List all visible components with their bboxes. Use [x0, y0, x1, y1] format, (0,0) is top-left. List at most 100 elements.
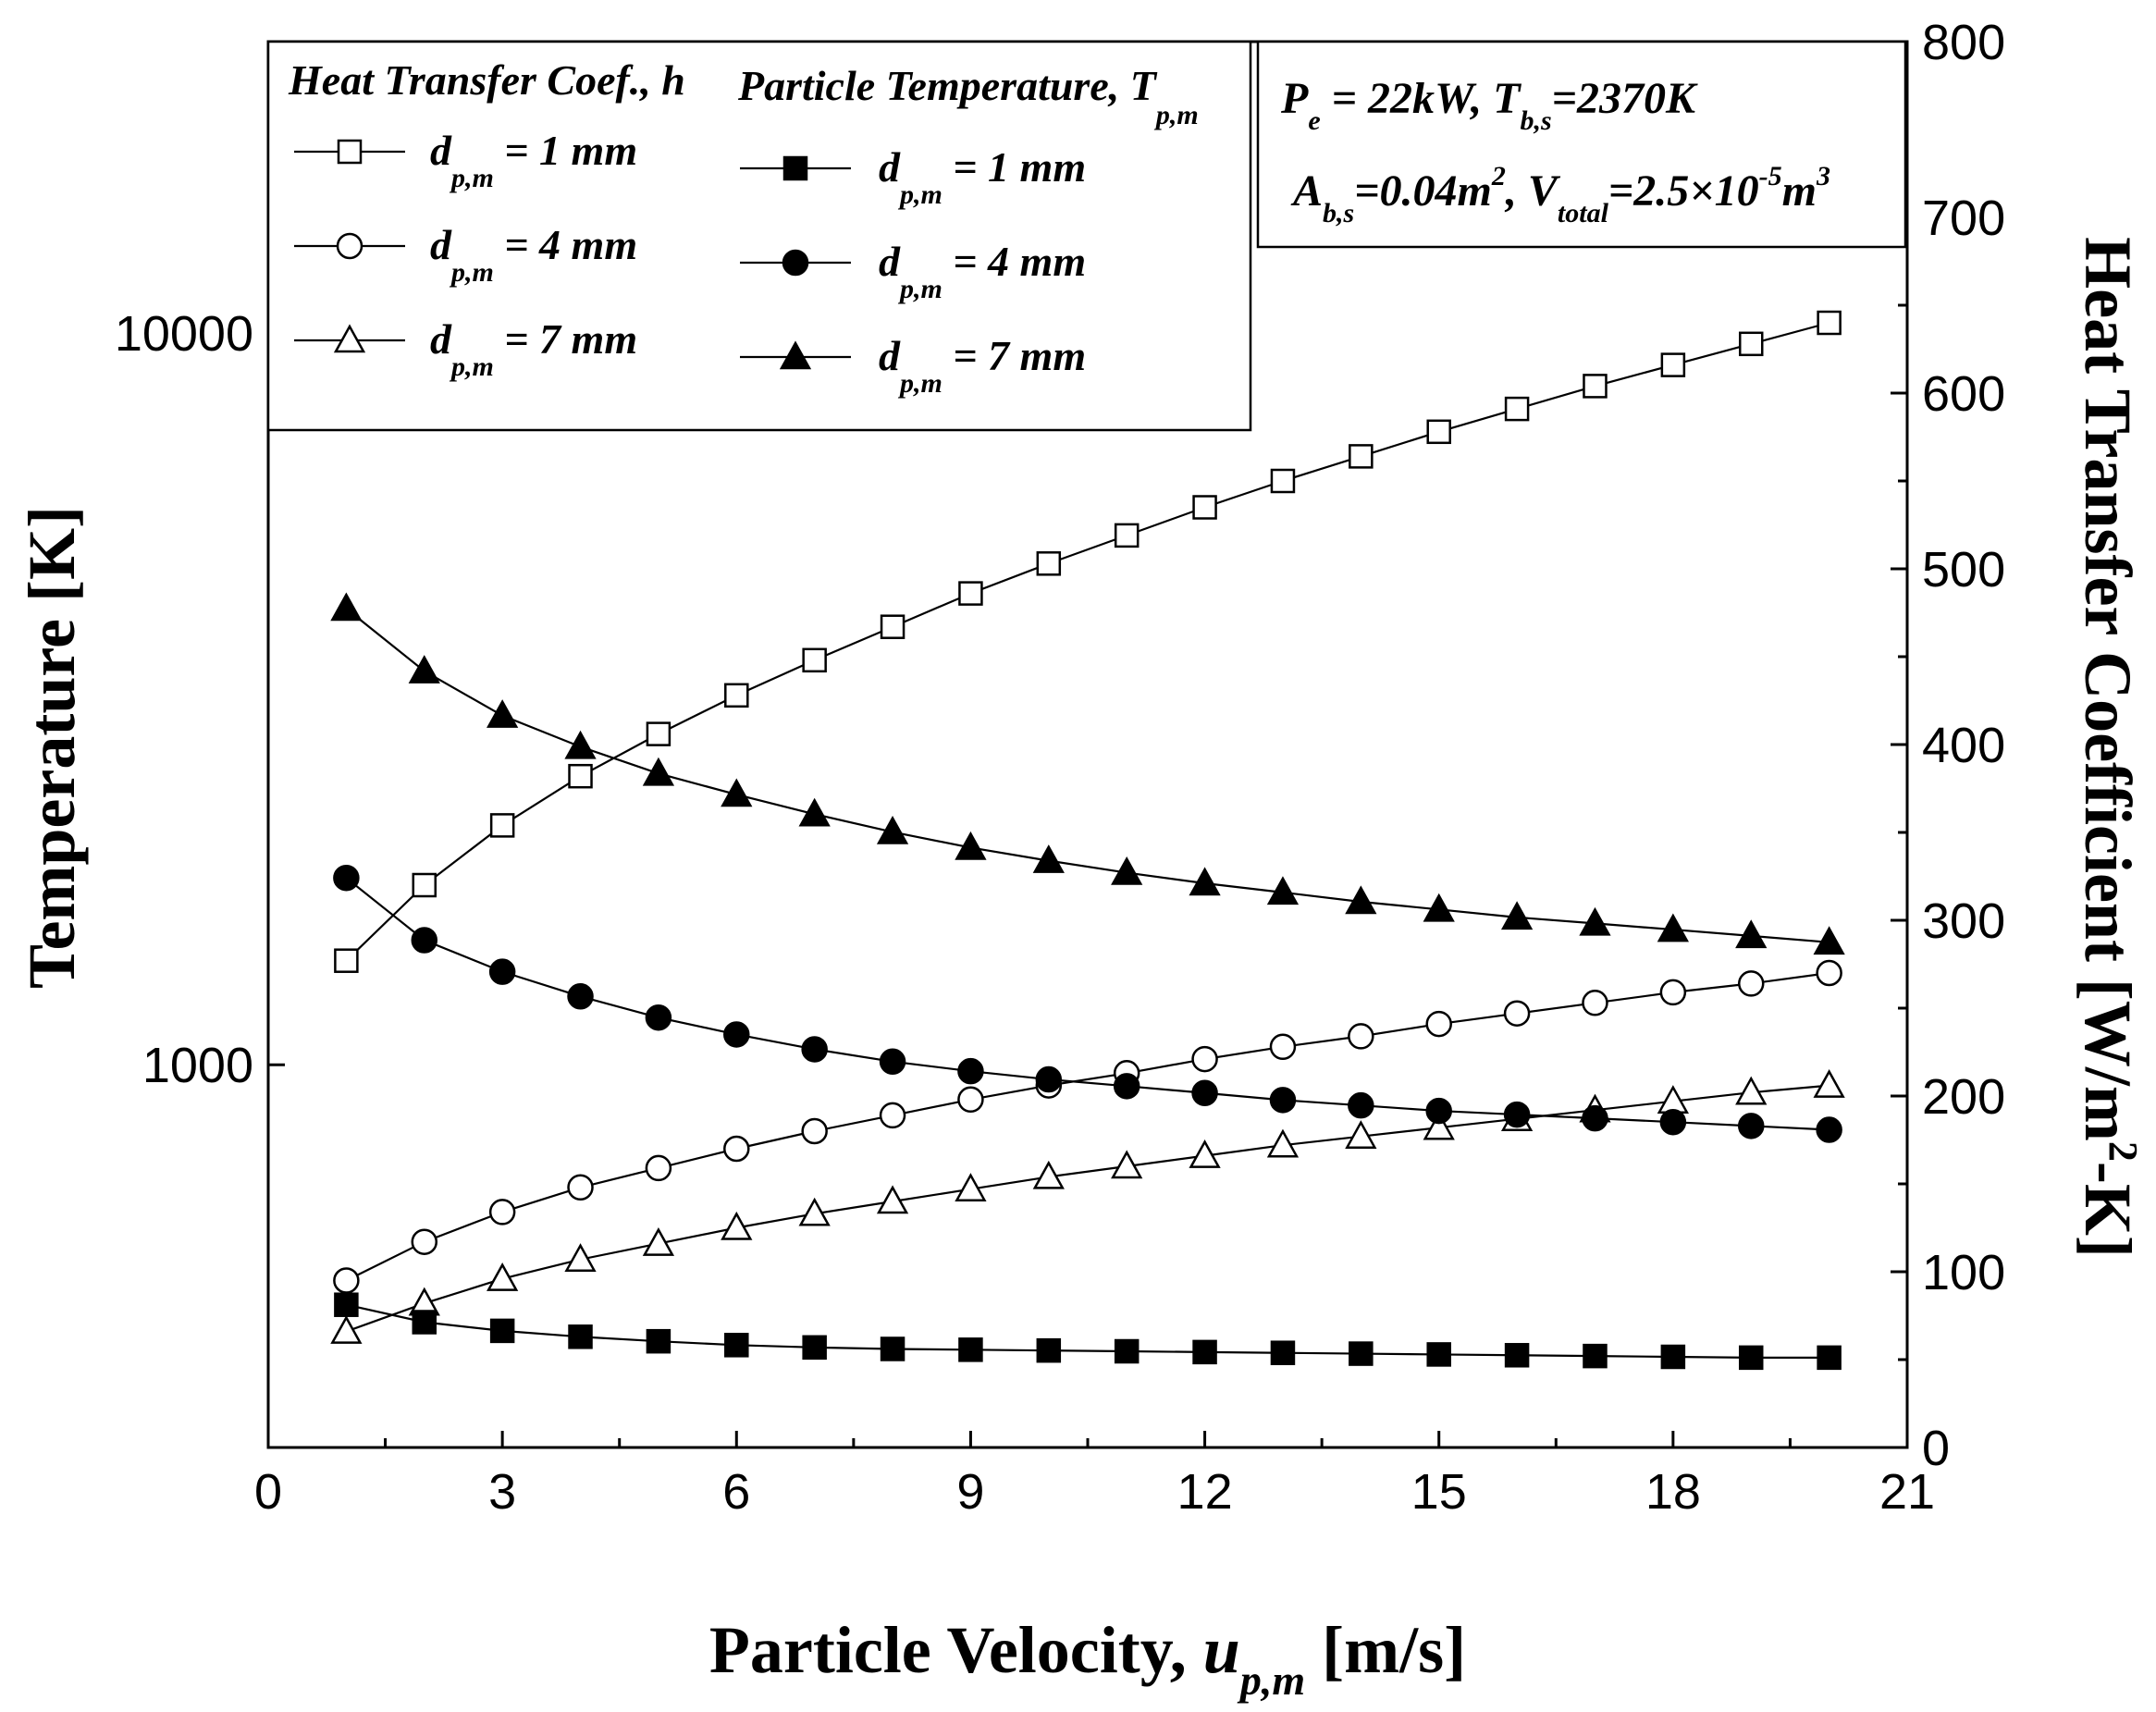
data-point — [487, 699, 519, 728]
data-point — [1504, 396, 1530, 422]
right-axis-ticks: 0 100 200 300 400 500 600 700 800 — [1891, 15, 2005, 1476]
legend-entry-label: dp,m = 7 mm — [430, 315, 637, 382]
legend-header-right: Particle Temperature, Tp,m — [737, 62, 1199, 130]
data-point — [489, 1318, 515, 1344]
data-point — [1503, 1101, 1531, 1128]
legend-entries: dp,m = 1 mm dp,m = 1 mm dp,m = 4 mm dp,m = … — [294, 127, 1086, 399]
legend-marker — [336, 232, 363, 260]
left-axis-title: Temperature [K] — [15, 506, 89, 989]
legend-marker — [337, 139, 363, 165]
data-point — [489, 813, 515, 838]
data-point — [1426, 419, 1451, 445]
data-point — [333, 1267, 360, 1294]
data-point — [1266, 876, 1300, 905]
data-point — [1816, 1116, 1842, 1143]
right-tick-label: 400 — [1922, 718, 2005, 773]
data-point — [1737, 970, 1765, 997]
x-axis-ticks: 0 3 6 9 12 15 18 21 — [254, 1431, 1935, 1520]
data-point — [1192, 1339, 1217, 1365]
left-tick-label: 10000 — [115, 306, 253, 362]
data-point — [1503, 1000, 1531, 1027]
series-6 — [330, 592, 1845, 955]
data-point — [1349, 444, 1374, 469]
legend-marker — [782, 155, 808, 181]
series-2 — [333, 959, 1842, 1294]
legend-entry-label: dp,m = 7 mm — [879, 332, 1086, 399]
legend-box — [266, 40, 1252, 432]
data-point — [721, 1211, 753, 1240]
data-point — [1500, 901, 1534, 930]
legend-header-left: Heat Transfer Coef., h — [288, 56, 685, 104]
data-point — [412, 1310, 437, 1335]
data-point — [1738, 331, 1764, 357]
data-point — [330, 592, 363, 622]
data-point — [723, 1135, 750, 1163]
data-point — [646, 721, 671, 746]
data-point — [1189, 867, 1221, 896]
series-line — [345, 971, 1830, 1282]
data-point — [1266, 1128, 1300, 1158]
series-1 — [334, 310, 1842, 973]
series-line — [346, 1084, 1830, 1333]
data-point — [567, 1174, 594, 1201]
left-axis-ticks: 1000 10000 — [115, 306, 285, 1093]
x-tick-label: 3 — [488, 1464, 516, 1520]
legend-entry-label: dp,m = 1 mm — [430, 127, 637, 193]
data-point — [880, 614, 906, 639]
data-point — [1345, 885, 1377, 915]
data-point — [334, 948, 359, 973]
x-tick-label: 0 — [254, 1464, 282, 1520]
data-point — [330, 1315, 363, 1344]
data-point — [724, 683, 749, 708]
data-point — [1660, 1344, 1686, 1370]
data-point — [1659, 979, 1687, 1006]
data-point — [1425, 1097, 1452, 1125]
data-point — [1032, 844, 1065, 873]
data-point — [1660, 352, 1686, 377]
series-line — [346, 1303, 1830, 1359]
legend-entry-label: dp,m = 4 mm — [879, 238, 1086, 304]
data-point — [642, 757, 675, 786]
data-point — [1270, 1340, 1296, 1365]
data-point — [957, 1057, 984, 1085]
data-point — [958, 581, 983, 606]
data-point — [408, 655, 440, 684]
series-line — [345, 321, 1830, 962]
data-point — [642, 1227, 675, 1256]
annotation-line-2: Ab,s=0.04m2, Vtotal=2.5×10-5m3 — [1290, 161, 1830, 228]
data-point — [1035, 1065, 1063, 1093]
series-3 — [330, 1069, 1845, 1344]
data-point — [879, 1102, 906, 1129]
data-point — [1114, 523, 1140, 548]
right-axis-title: Heat Transfer Coefficient [W/m2-K] — [2071, 237, 2146, 1258]
x-axis-title: Particle Velocity, up,m [m/s] — [709, 1613, 1466, 1704]
right-tick-label: 800 — [1922, 15, 2005, 70]
data-point — [721, 778, 753, 807]
data-point — [487, 1262, 519, 1291]
data-point — [1813, 926, 1845, 955]
data-point — [876, 1185, 909, 1214]
data-point — [1269, 1033, 1297, 1061]
data-point — [1036, 551, 1062, 576]
annotation-box — [1256, 40, 1907, 249]
series-layer — [330, 310, 1845, 1371]
legend: Heat Transfer Coef., h Particle Temperat… — [266, 40, 1252, 432]
x-tick-label: 18 — [1645, 1464, 1701, 1520]
annotation-line-1: Pe = 22kW, Tb,s=2370K — [1280, 74, 1698, 136]
data-point — [1349, 1341, 1374, 1366]
data-point — [955, 831, 987, 860]
data-point — [1579, 906, 1611, 936]
data-point — [334, 1292, 359, 1317]
legend-entry-label: dp,m = 1 mm — [879, 143, 1086, 210]
data-point — [1657, 913, 1689, 942]
data-point — [1192, 495, 1217, 520]
data-point — [1348, 1023, 1374, 1050]
data-point — [1345, 1120, 1377, 1149]
series-line — [345, 608, 1830, 943]
data-point — [1737, 1113, 1765, 1139]
data-point — [1191, 1045, 1218, 1073]
data-point — [798, 1197, 831, 1226]
data-point — [1032, 1160, 1065, 1189]
x-tick-label: 12 — [1177, 1464, 1233, 1520]
